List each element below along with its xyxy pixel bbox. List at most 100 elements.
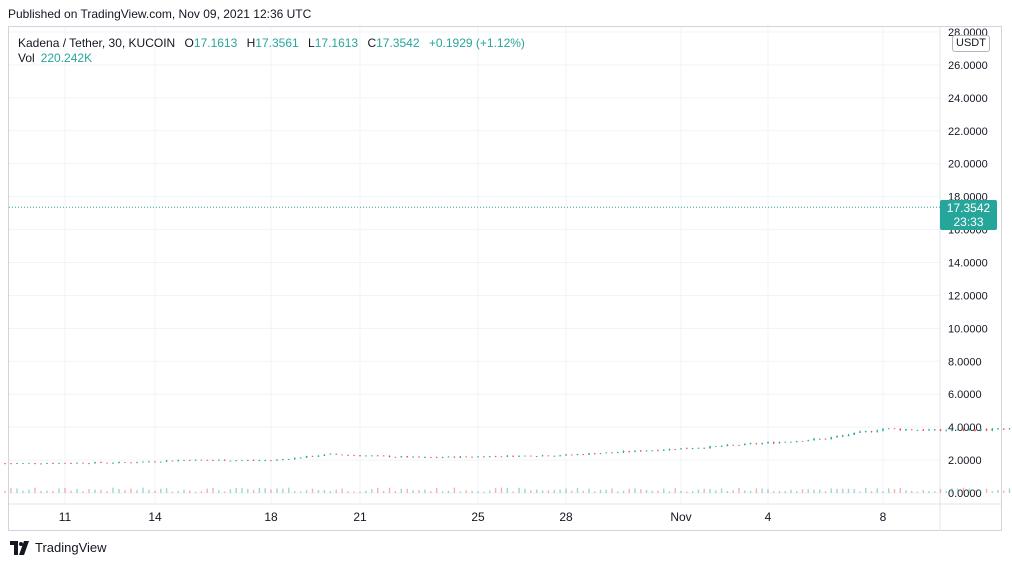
candle-body [406, 456, 408, 458]
candle-body [311, 456, 314, 457]
volume-bar [773, 491, 775, 493]
volume-bar [483, 491, 485, 493]
volume-bar [582, 490, 584, 493]
volume-bar [761, 488, 763, 493]
footer-brand[interactable]: TradingView [10, 540, 107, 555]
volume-bar [749, 490, 752, 493]
candle-body [500, 456, 503, 458]
volume-bar [916, 491, 919, 493]
y-tick-label: 22.0000 [948, 126, 988, 138]
published-note: Published on TradingView.com, Nov 09, 20… [8, 7, 312, 21]
volume-bar [899, 487, 901, 493]
candle-body [864, 431, 867, 432]
symbol-title: Kadena / Tether, 30, KUCOIN [18, 36, 176, 50]
candle-body [859, 431, 861, 433]
currency-button[interactable]: USDT [952, 35, 990, 52]
candle-body [453, 456, 456, 458]
candle-body [715, 446, 717, 447]
x-tick-label: 8 [880, 510, 887, 524]
chart-frame[interactable] [8, 26, 1002, 531]
volume-bar [477, 491, 479, 493]
candle-body [876, 430, 879, 432]
volume-bar [341, 488, 343, 493]
volume-bar [124, 490, 126, 493]
volume-bar [726, 490, 729, 493]
candle-body [382, 455, 385, 457]
candle-body [430, 457, 432, 458]
candle-body [371, 455, 373, 457]
volume-bar [1003, 490, 1005, 493]
candle-body [524, 455, 526, 457]
candle-body [559, 455, 561, 457]
volume-bar [801, 489, 804, 493]
volume-bar [118, 489, 120, 493]
volume-bar [622, 490, 625, 493]
candle-body [252, 460, 255, 461]
candle-body [697, 447, 700, 449]
candle-body [400, 456, 403, 458]
candle-body [807, 440, 810, 442]
candle-body [772, 442, 775, 444]
candle-body [241, 460, 243, 462]
volume-bar [465, 490, 467, 493]
volume-bar [76, 488, 78, 493]
volume-bar [252, 489, 255, 493]
candle-body [956, 429, 959, 431]
volume-bar [424, 489, 426, 493]
volume-bar [353, 491, 355, 493]
candle-body [841, 435, 844, 437]
candle-body [142, 461, 144, 463]
candle-body [616, 452, 619, 454]
candle-body [376, 455, 379, 457]
volume-bar [945, 490, 947, 493]
x-tick-label: 11 [59, 510, 72, 524]
y-tick-label: 24.0000 [948, 93, 988, 105]
volume-bar [697, 489, 700, 493]
x-tick-label: 21 [353, 510, 367, 524]
candle-body [247, 460, 249, 461]
candle-body [611, 452, 613, 454]
volume-bar [183, 489, 185, 493]
candle-body [639, 450, 642, 452]
volume-value: 220.242K [40, 51, 93, 65]
volume-bar [962, 487, 965, 493]
y-tick-label: 14.0000 [948, 258, 988, 270]
candle-body [738, 444, 740, 446]
volume-bar [130, 488, 132, 493]
candle-body [755, 443, 758, 445]
candle-body [853, 432, 856, 435]
candle-body [288, 459, 290, 460]
volume-label: Vol [18, 51, 35, 65]
volume-bar [329, 491, 332, 493]
candle-body [435, 457, 438, 459]
volume-bar [52, 490, 54, 493]
volume-bar [247, 488, 249, 493]
candle-body [916, 430, 919, 431]
volume-bar [500, 487, 503, 493]
volume-bar [680, 490, 682, 493]
candle-body [668, 448, 671, 450]
volume-bar [980, 491, 982, 493]
candle-body [720, 446, 723, 447]
volume-bar [171, 491, 174, 493]
volume-bar [459, 491, 461, 493]
volume-bar [347, 491, 349, 493]
candle-body [588, 453, 590, 455]
volume-bar [824, 491, 827, 493]
candle-body [945, 430, 948, 432]
candle-body [634, 450, 636, 452]
last-price-value: 17.3542 [946, 201, 991, 215]
candle-body [477, 456, 479, 458]
volume-bar [177, 491, 179, 493]
volume-bar [317, 490, 320, 493]
volume-bar [106, 491, 108, 493]
candle-body [985, 428, 988, 431]
volume-bar [136, 490, 138, 493]
volume-bar [859, 491, 861, 493]
volume-bar [807, 489, 809, 493]
candle-body [118, 462, 120, 463]
volume-bar [617, 491, 619, 493]
volume-bar [934, 491, 936, 493]
volume-bar [922, 490, 924, 493]
